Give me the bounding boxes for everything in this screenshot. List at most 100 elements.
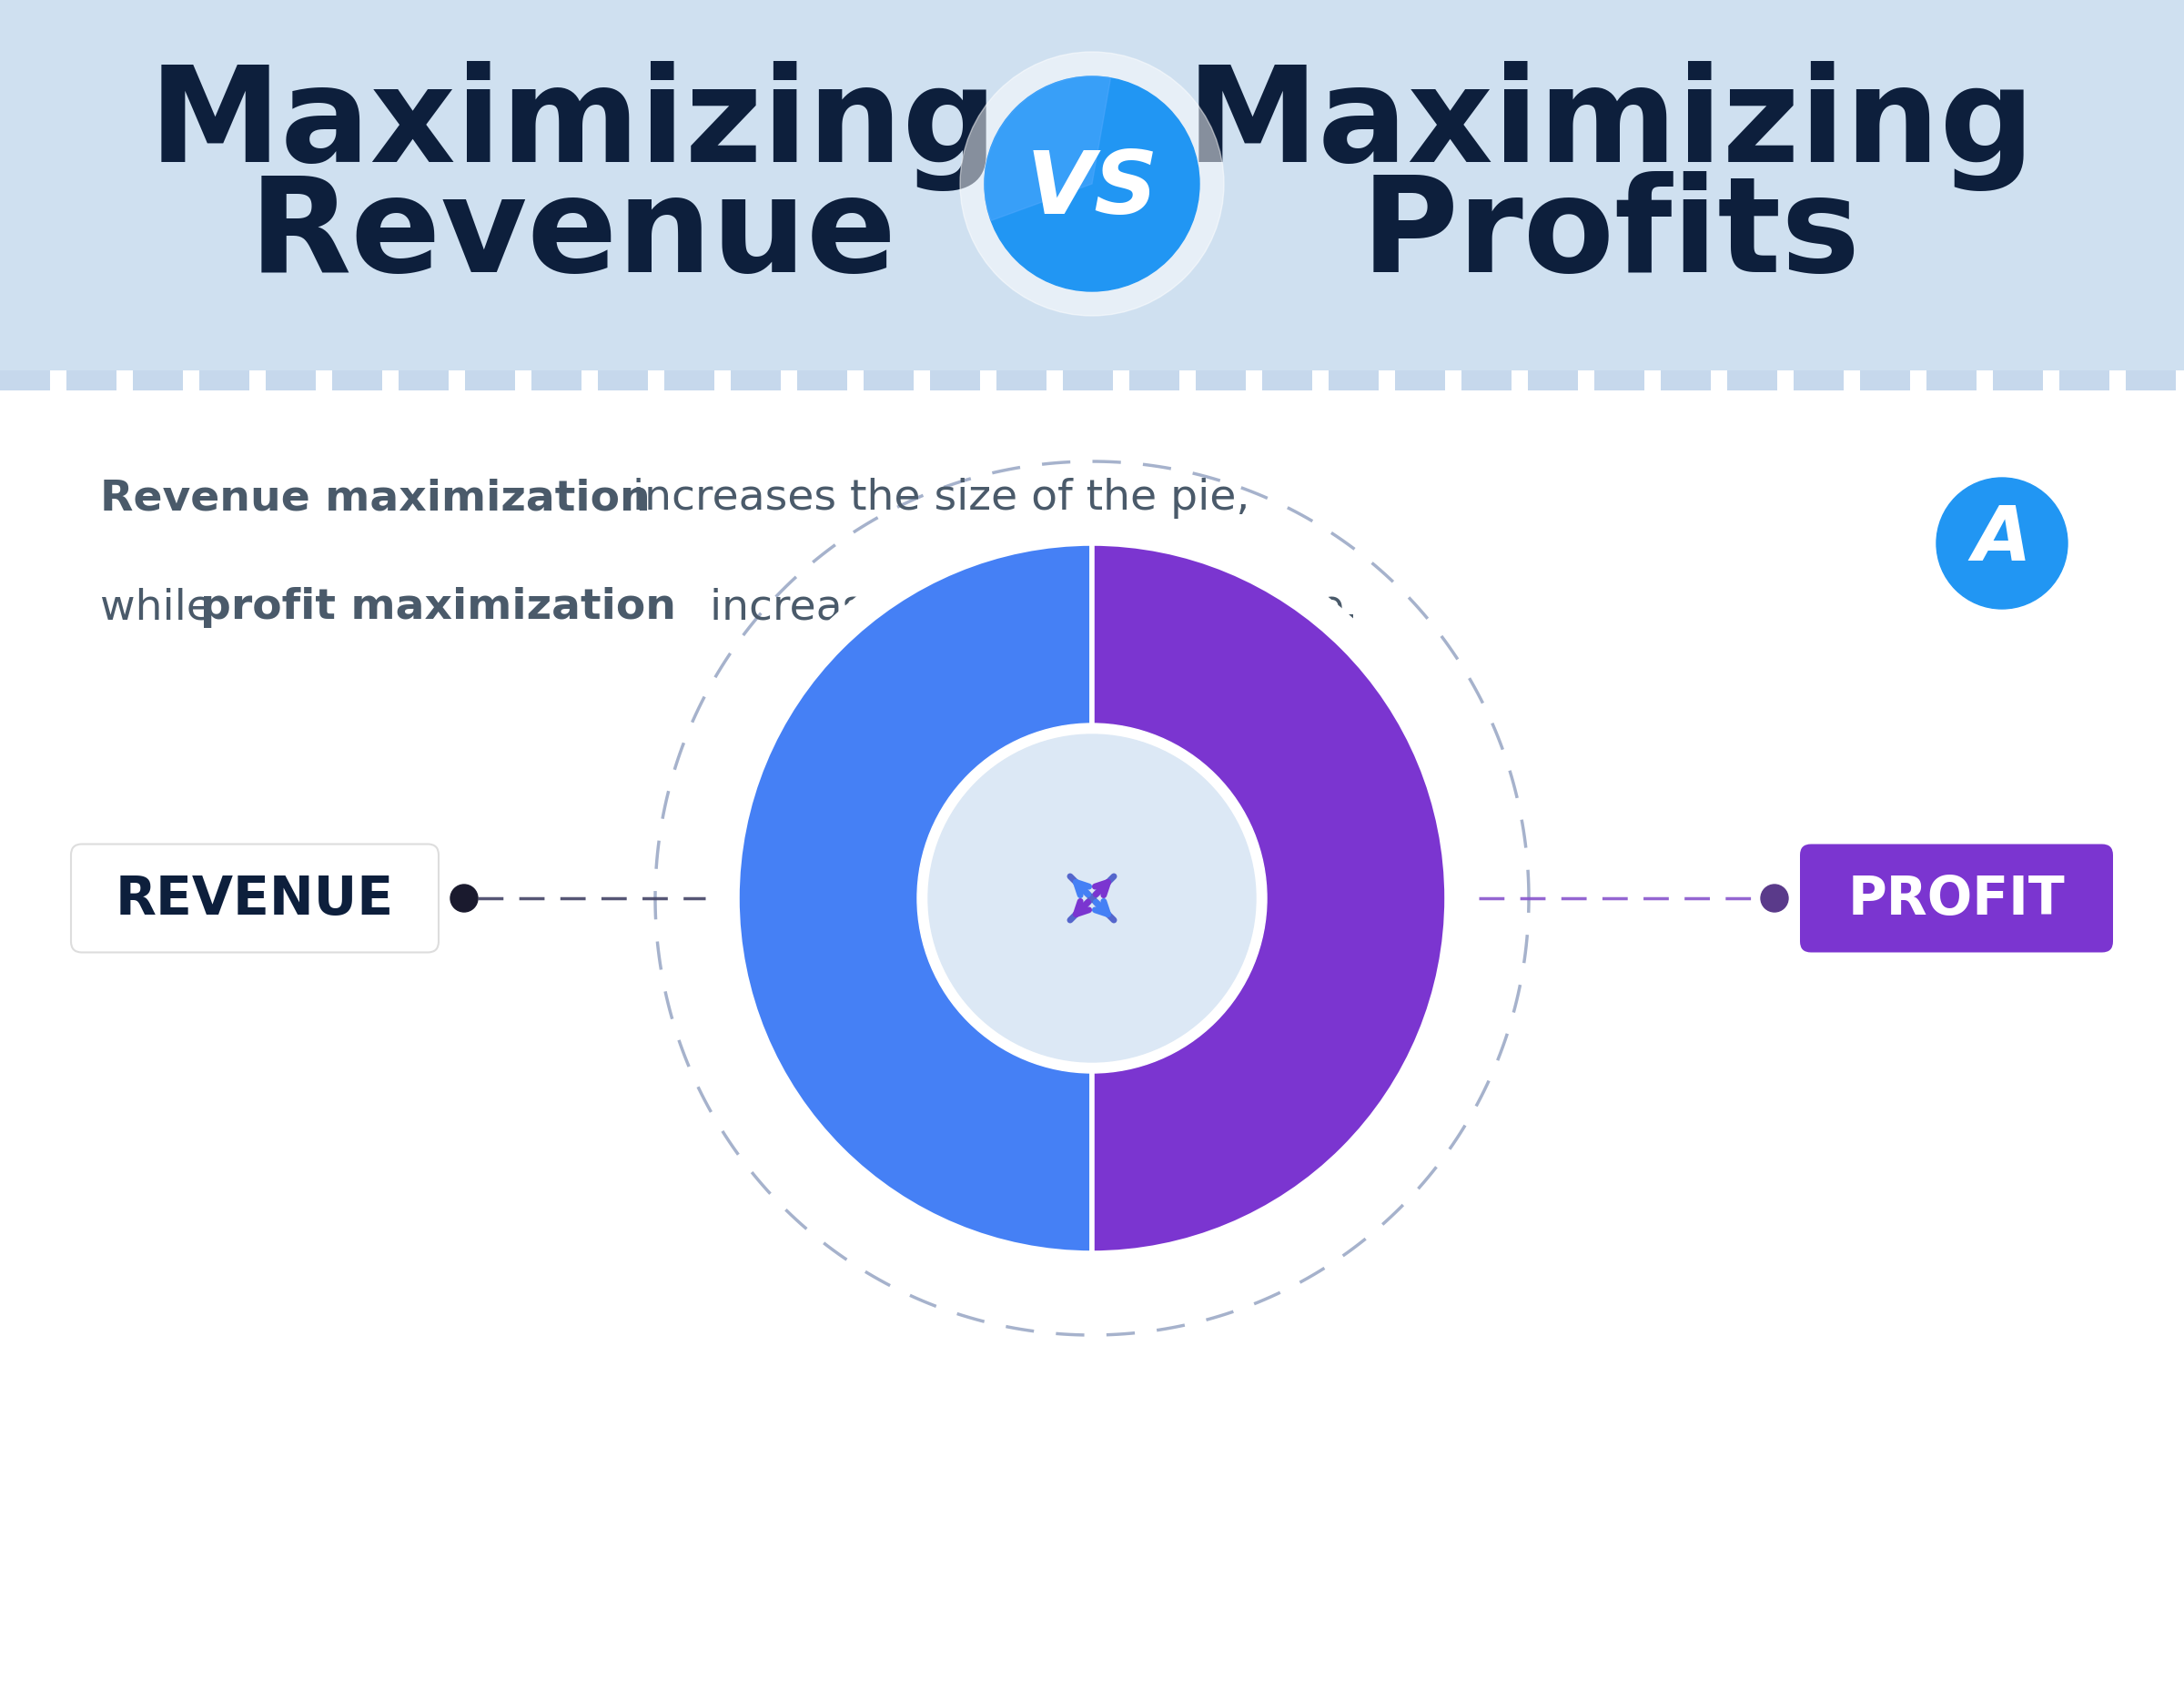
Circle shape	[192, 880, 227, 918]
FancyBboxPatch shape	[1728, 372, 1778, 390]
FancyBboxPatch shape	[1262, 372, 1313, 390]
Circle shape	[917, 723, 1267, 1073]
FancyBboxPatch shape	[1153, 395, 1206, 830]
Circle shape	[961, 52, 1223, 316]
FancyBboxPatch shape	[598, 372, 649, 390]
FancyBboxPatch shape	[192, 395, 245, 657]
FancyBboxPatch shape	[1994, 372, 2042, 390]
FancyBboxPatch shape	[996, 372, 1046, 390]
FancyBboxPatch shape	[17, 395, 70, 693]
Text: Maximizing: Maximizing	[149, 61, 998, 191]
Wedge shape	[1092, 544, 1448, 1254]
FancyBboxPatch shape	[863, 372, 913, 390]
Circle shape	[1937, 478, 2068, 610]
Circle shape	[710, 517, 1474, 1281]
Circle shape	[1856, 1080, 1894, 1117]
Circle shape	[985, 78, 1199, 292]
FancyBboxPatch shape	[1594, 372, 1645, 390]
Circle shape	[1856, 980, 1894, 1017]
FancyBboxPatch shape	[1800, 845, 2114, 953]
Text: REVENUE: REVENUE	[116, 872, 393, 924]
FancyBboxPatch shape	[1066, 395, 1118, 711]
FancyBboxPatch shape	[1328, 372, 1378, 390]
FancyBboxPatch shape	[1241, 395, 1293, 647]
Circle shape	[1966, 781, 2003, 816]
Text: A: A	[1972, 502, 2031, 576]
FancyBboxPatch shape	[797, 372, 847, 390]
FancyBboxPatch shape	[1926, 372, 1977, 390]
FancyBboxPatch shape	[454, 395, 507, 684]
Circle shape	[1760, 886, 1789, 913]
FancyBboxPatch shape	[1793, 372, 1843, 390]
Text: profit maximization: profit maximization	[201, 586, 677, 629]
Circle shape	[1966, 980, 2003, 1017]
FancyBboxPatch shape	[199, 372, 249, 390]
FancyBboxPatch shape	[1415, 395, 1468, 803]
FancyBboxPatch shape	[465, 372, 515, 390]
FancyBboxPatch shape	[531, 372, 581, 390]
FancyBboxPatch shape	[2027, 395, 2079, 739]
FancyBboxPatch shape	[1129, 372, 1179, 390]
FancyBboxPatch shape	[400, 372, 448, 390]
Text: PROFIT: PROFIT	[1848, 872, 2066, 924]
FancyBboxPatch shape	[1677, 395, 1730, 639]
FancyBboxPatch shape	[891, 395, 943, 666]
FancyBboxPatch shape	[1861, 372, 1911, 390]
Wedge shape	[738, 544, 1092, 1254]
Text: VS: VS	[1026, 147, 1158, 232]
FancyBboxPatch shape	[1396, 372, 1446, 390]
FancyBboxPatch shape	[1765, 395, 1817, 747]
FancyBboxPatch shape	[280, 395, 332, 747]
FancyBboxPatch shape	[2125, 372, 2175, 390]
Circle shape	[1756, 781, 1793, 816]
FancyBboxPatch shape	[629, 395, 681, 629]
Circle shape	[192, 980, 227, 1017]
Circle shape	[928, 735, 1256, 1063]
Circle shape	[1756, 980, 1793, 1017]
FancyBboxPatch shape	[105, 395, 157, 784]
Circle shape	[100, 781, 135, 816]
FancyBboxPatch shape	[1461, 372, 1511, 390]
FancyBboxPatch shape	[1197, 372, 1245, 390]
FancyBboxPatch shape	[266, 372, 317, 390]
Text: while: while	[100, 586, 227, 629]
FancyBboxPatch shape	[2114, 395, 2167, 693]
Circle shape	[1856, 781, 1894, 816]
FancyBboxPatch shape	[70, 845, 439, 953]
Circle shape	[192, 1080, 227, 1117]
FancyBboxPatch shape	[1660, 372, 1710, 390]
FancyBboxPatch shape	[1064, 372, 1114, 390]
FancyBboxPatch shape	[1503, 395, 1555, 674]
Circle shape	[1756, 1080, 1793, 1117]
Circle shape	[450, 886, 478, 913]
Circle shape	[100, 1080, 135, 1117]
FancyBboxPatch shape	[716, 395, 769, 793]
Circle shape	[1966, 880, 2003, 918]
FancyBboxPatch shape	[1939, 395, 1992, 666]
FancyBboxPatch shape	[732, 372, 782, 390]
FancyBboxPatch shape	[804, 395, 856, 730]
FancyBboxPatch shape	[332, 372, 382, 390]
Text: increases the size of the pie,: increases the size of the pie,	[618, 478, 1249, 519]
FancyBboxPatch shape	[0, 372, 2184, 1690]
Wedge shape	[985, 78, 1112, 221]
Circle shape	[192, 781, 227, 816]
FancyBboxPatch shape	[1852, 395, 1904, 811]
Text: Maximizing: Maximizing	[1186, 61, 2035, 191]
Text: Revenue: Revenue	[249, 171, 898, 299]
Text: increases the size of the slice.: increases the size of the slice.	[697, 586, 1358, 629]
FancyBboxPatch shape	[367, 395, 419, 820]
Circle shape	[1966, 1080, 2003, 1117]
Circle shape	[1756, 880, 1793, 918]
FancyBboxPatch shape	[978, 395, 1031, 776]
FancyBboxPatch shape	[930, 372, 981, 390]
FancyBboxPatch shape	[133, 372, 183, 390]
FancyBboxPatch shape	[0, 372, 50, 390]
FancyBboxPatch shape	[66, 372, 116, 390]
Circle shape	[100, 980, 135, 1017]
Text: Profits: Profits	[1361, 171, 1861, 299]
FancyBboxPatch shape	[542, 395, 594, 757]
Circle shape	[100, 880, 135, 918]
FancyBboxPatch shape	[664, 372, 714, 390]
Text: Revenue maximization: Revenue maximization	[100, 478, 651, 519]
